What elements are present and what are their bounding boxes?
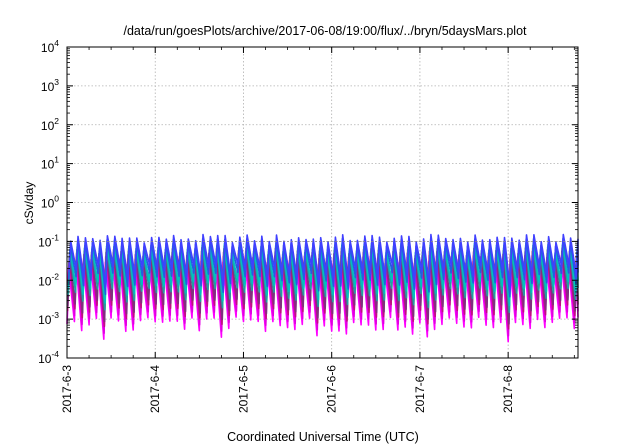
y-tick-label: 10-2	[38, 271, 59, 288]
x-tick-label: 2017-6-3	[60, 365, 74, 413]
x-tick-label: 2017-6-5	[236, 365, 250, 413]
x-tick-label: 2017-6-8	[501, 365, 515, 413]
y-tick-label: 102	[41, 116, 59, 133]
chart-title: /data/run/goesPlots/archive/2017-06-08/1…	[123, 24, 527, 38]
y-tick-label: 101	[41, 155, 59, 172]
series-line	[68, 233, 579, 291]
x-tick-label: 2017-6-7	[413, 365, 427, 413]
x-axis: 2017-6-3 2017-6-4 2017-6-5 2017-6-6 2017-6-7…	[60, 47, 575, 413]
y-axis-label: cSv/day	[22, 182, 36, 225]
y-axis: 10-4 10-3 10-2 10-1 100 101 102 103 104	[38, 38, 578, 366]
y-tick-label: 10-4	[38, 349, 59, 366]
series-layer	[66, 233, 579, 343]
y-tick-label: 10-3	[38, 310, 59, 327]
y-tick-label: 100	[41, 194, 59, 211]
x-tick-label: 2017-6-4	[148, 365, 162, 413]
y-tick-label: 10-1	[38, 232, 59, 249]
y-tick-label: 103	[41, 77, 59, 94]
y-tick-label: 104	[41, 38, 59, 55]
x-axis-label: Coordinated Universal Time (UTC)	[227, 430, 419, 444]
x-tick-label: 2017-6-6	[325, 365, 339, 413]
